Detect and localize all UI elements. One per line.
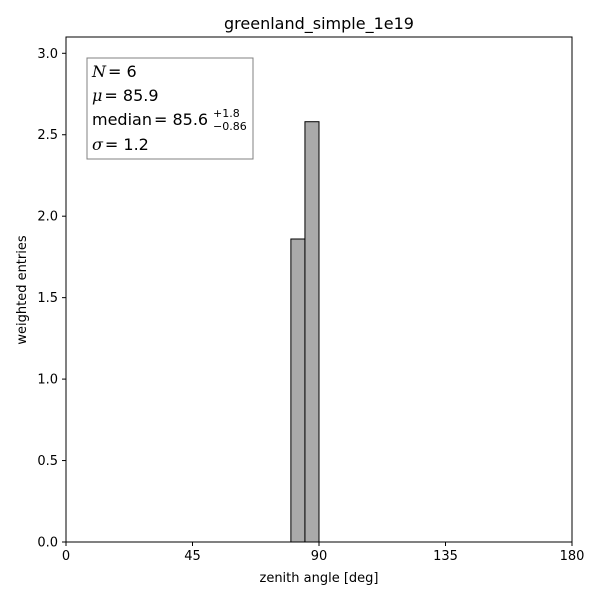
stats-median-value: = 85.6 [154, 110, 208, 129]
y-tick-label: 0.0 [37, 536, 58, 551]
stats-mu-symbol: μ [92, 86, 102, 105]
stats-n-line: N = 6 [91, 62, 137, 81]
x-axis-label: zenith angle [deg] [260, 571, 379, 586]
bars-group [290, 121, 320, 543]
stats-mu-value: = 85.9 [104, 86, 158, 105]
y-axis-label: weighted entries [15, 235, 30, 345]
stats-n-value: = 6 [108, 62, 137, 81]
stats-mu-line: μ = 85.9 [92, 86, 159, 105]
y-tick-label: 1.0 [37, 373, 58, 388]
stats-n-symbol: N [91, 62, 107, 81]
x-tick-label: 135 [433, 549, 458, 564]
y-tick-label: 1.5 [37, 291, 58, 306]
stats-sigma-line: σ = 1.2 [92, 135, 149, 154]
y-axis-ticks: 0.0 0.5 1.0 1.5 2.0 2.5 3.0 [37, 47, 66, 551]
histogram-bar-0 [290, 238, 306, 543]
stats-box: N = 6 μ = 85.9 median = 85.6 +1.8 −0.86 σ = … [86, 57, 254, 160]
y-tick-label: 0.5 [37, 454, 58, 469]
stats-sigma-value: = 1.2 [105, 135, 149, 154]
x-tick-label: 180 [560, 549, 585, 564]
stats-median-plus: +1.8 [213, 107, 240, 120]
histogram-bar-1 [304, 121, 320, 543]
y-tick-label: 2.0 [37, 210, 58, 225]
chart-title: greenland_simple_1e19 [224, 14, 414, 34]
x-axis-ticks: 0 45 90 135 180 [62, 542, 585, 564]
y-tick-label: 3.0 [37, 47, 58, 62]
stats-sigma-symbol: σ [92, 135, 104, 154]
x-tick-label: 0 [62, 549, 70, 564]
stats-median-label: median [92, 110, 152, 129]
x-tick-label: 45 [184, 549, 201, 564]
x-tick-label: 90 [311, 549, 328, 564]
stats-box-frame [86, 57, 254, 160]
stats-median-line: median = 85.6 [92, 110, 208, 129]
y-tick-label: 2.5 [37, 128, 58, 143]
stats-median-minus: −0.86 [213, 120, 247, 133]
